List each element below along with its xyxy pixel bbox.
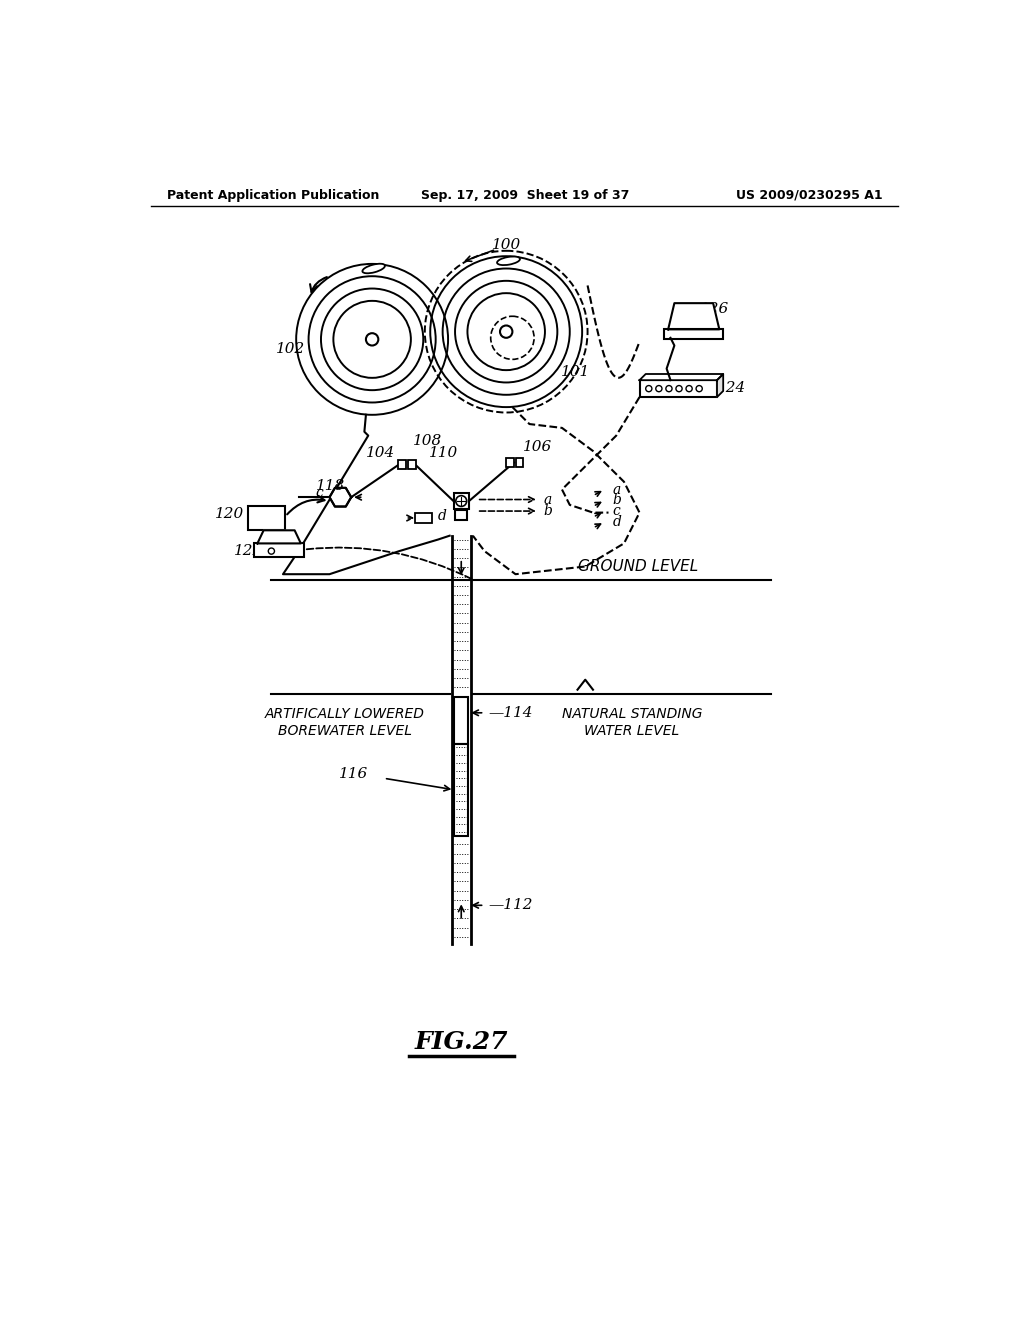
Text: 122: 122	[234, 544, 263, 558]
Circle shape	[366, 333, 378, 346]
Bar	[454, 494, 469, 508]
Text: 110: 110	[429, 446, 458, 459]
Circle shape	[268, 548, 274, 554]
Text: US 2009/0230295 A1: US 2009/0230295 A1	[736, 189, 883, 202]
Polygon shape	[640, 374, 723, 380]
Text: 118: 118	[315, 479, 345, 492]
Text: 126: 126	[700, 301, 729, 315]
Text: Patent Application Publication: Patent Application Publication	[167, 189, 379, 202]
Text: 102: 102	[276, 342, 305, 356]
Polygon shape	[717, 374, 723, 397]
Ellipse shape	[497, 256, 520, 265]
Text: d: d	[612, 515, 622, 529]
Bar	[640, 380, 717, 397]
Text: a: a	[544, 492, 552, 507]
Text: c: c	[612, 504, 621, 517]
Text: b: b	[544, 504, 552, 517]
Bar	[506, 458, 514, 467]
Bar	[408, 461, 416, 470]
Text: GROUND LEVEL: GROUND LEVEL	[578, 560, 697, 574]
Text: ARTIFICALLY LOWERED
BOREWATER LEVEL: ARTIFICALLY LOWERED BOREWATER LEVEL	[265, 708, 425, 738]
Circle shape	[456, 496, 467, 507]
Text: 124: 124	[717, 381, 746, 395]
Text: b: b	[612, 494, 622, 507]
Text: 120: 120	[215, 507, 245, 521]
Ellipse shape	[362, 264, 385, 273]
Text: —114: —114	[488, 706, 532, 719]
Text: FIG.27: FIG.27	[415, 1031, 508, 1055]
Text: NATURAL STANDING
WATER LEVEL: NATURAL STANDING WATER LEVEL	[561, 708, 702, 738]
Text: 104: 104	[367, 446, 395, 461]
Text: 106: 106	[523, 440, 553, 454]
Circle shape	[646, 385, 652, 392]
Bar	[398, 461, 407, 470]
Bar	[415, 512, 432, 523]
Text: d: d	[438, 510, 446, 524]
Circle shape	[696, 385, 702, 392]
Polygon shape	[257, 531, 301, 544]
Circle shape	[686, 385, 692, 392]
Text: a: a	[612, 483, 621, 496]
Bar	[665, 330, 723, 339]
Bar	[455, 511, 467, 520]
Bar	[455, 743, 468, 836]
Bar	[248, 507, 286, 529]
Bar	[455, 697, 468, 743]
Text: 101: 101	[560, 366, 590, 379]
Text: c: c	[315, 486, 324, 500]
Circle shape	[655, 385, 662, 392]
Circle shape	[500, 326, 512, 338]
Text: Sep. 17, 2009  Sheet 19 of 37: Sep. 17, 2009 Sheet 19 of 37	[421, 189, 629, 202]
Bar	[515, 458, 523, 467]
Polygon shape	[669, 304, 719, 330]
Circle shape	[666, 385, 672, 392]
Text: 100: 100	[492, 238, 521, 252]
Bar	[254, 544, 304, 557]
Text: 108: 108	[414, 434, 442, 447]
Text: 116: 116	[339, 767, 369, 781]
Polygon shape	[330, 488, 351, 507]
Circle shape	[676, 385, 682, 392]
Text: —112: —112	[488, 899, 532, 912]
